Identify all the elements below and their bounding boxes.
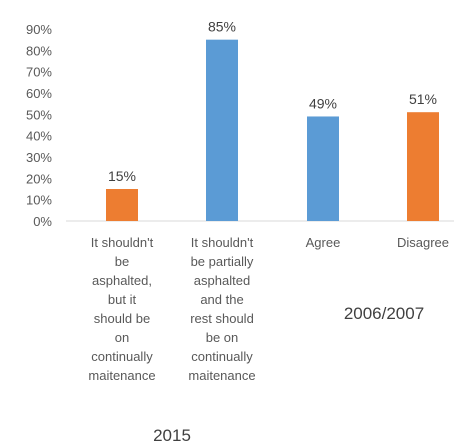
y-tick-label: 20% bbox=[26, 171, 52, 186]
y-tick-label: 40% bbox=[26, 129, 52, 144]
data-label: 15% bbox=[108, 168, 136, 184]
y-tick-label: 30% bbox=[26, 150, 52, 165]
group-labels: 2015 2006/2007 bbox=[153, 304, 424, 445]
bar bbox=[307, 116, 339, 221]
data-labels: 15% 85% 49% 51% bbox=[108, 19, 437, 184]
category-label: Agree bbox=[306, 235, 341, 250]
category-labels: It shouldn't be asphalted, but it should be o… bbox=[88, 235, 449, 383]
data-label: 49% bbox=[309, 95, 337, 111]
y-tick-label: 90% bbox=[26, 22, 52, 37]
bar bbox=[407, 112, 439, 221]
y-tick-label: 60% bbox=[26, 86, 52, 101]
group-label: 2006/2007 bbox=[344, 304, 424, 323]
bar bbox=[106, 189, 138, 221]
group-label: 2015 bbox=[153, 426, 191, 445]
data-label: 85% bbox=[208, 19, 236, 35]
bars bbox=[106, 39, 439, 221]
y-tick-label: 0% bbox=[33, 214, 52, 229]
category-label: It shouldn't be partially asphalted and the… bbox=[188, 235, 255, 383]
data-label: 51% bbox=[409, 91, 437, 107]
category-label: Disagree bbox=[397, 235, 449, 250]
y-axis-ticks: 0% 10% 20% 30% 40% 50% 60% 70% 80% 90% bbox=[26, 22, 52, 229]
category-label: It shouldn't be asphalted, but it should be o… bbox=[88, 235, 155, 383]
y-tick-label: 80% bbox=[26, 43, 52, 58]
y-tick-label: 70% bbox=[26, 65, 52, 80]
bar bbox=[206, 39, 238, 221]
y-tick-label: 50% bbox=[26, 107, 52, 122]
y-tick-label: 10% bbox=[26, 193, 52, 208]
